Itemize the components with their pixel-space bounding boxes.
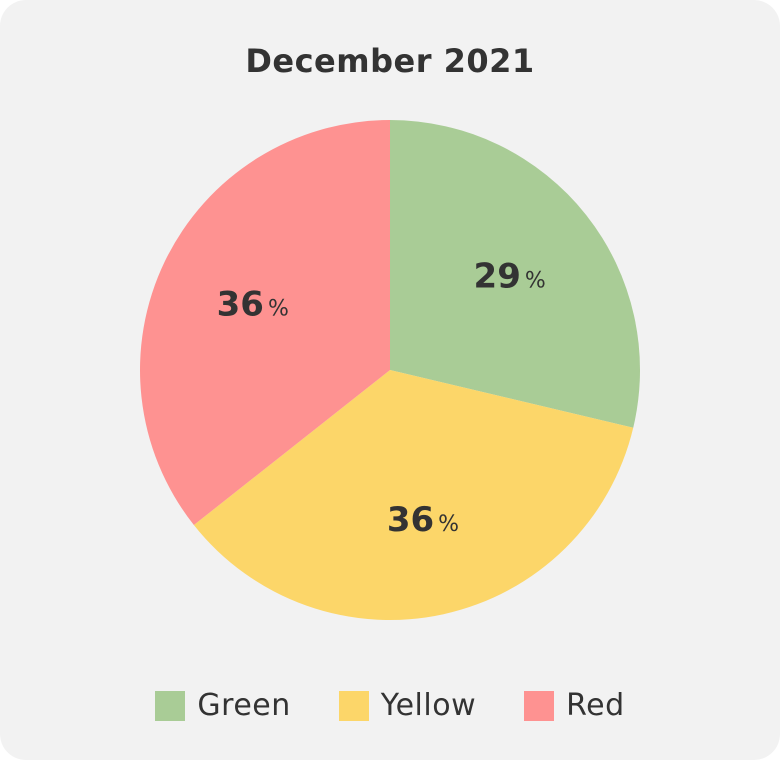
slice-label-green: 29% [474, 256, 546, 296]
pie-slice-red [139, 120, 390, 526]
legend-label-red: Red [566, 688, 625, 723]
legend: Green Yellow Red [0, 688, 780, 723]
legend-swatch-red [524, 690, 555, 721]
legend-swatch-yellow [338, 690, 369, 721]
legend-label-green: Green [197, 688, 291, 723]
legend-item-red: Red [524, 688, 625, 723]
legend-swatch-green [155, 690, 186, 721]
chart-title: December 2021 [245, 42, 535, 80]
pie-slice-green [390, 120, 641, 428]
legend-label-yellow: Yellow [380, 688, 477, 723]
pie-slice-yellow [193, 370, 634, 620]
legend-item-yellow: Yellow [338, 688, 477, 723]
slice-label-yellow: 36% [387, 500, 459, 540]
legend-item-green: Green [155, 688, 290, 723]
slice-label-red: 36% [217, 285, 289, 325]
